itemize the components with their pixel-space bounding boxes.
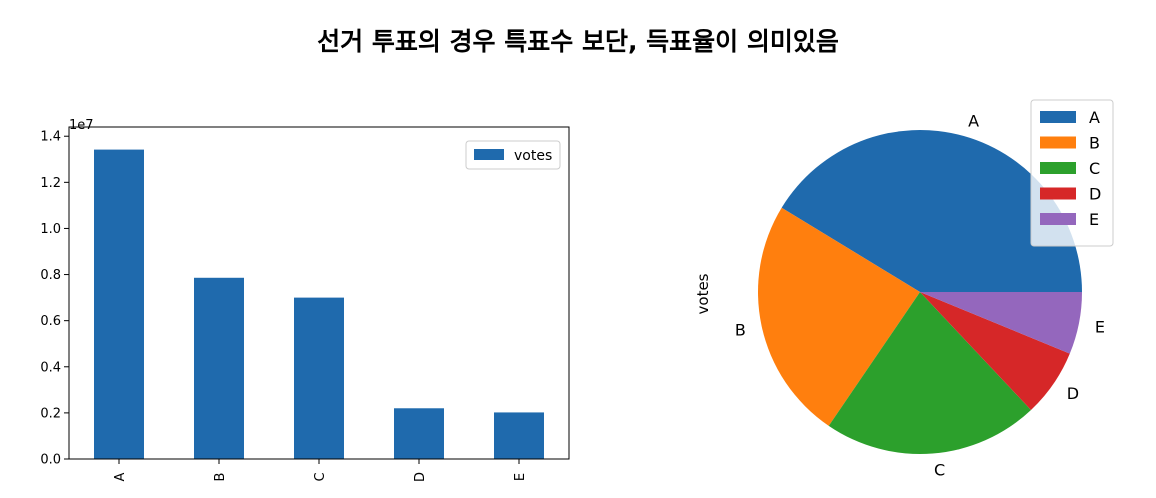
legend-swatch-e	[1040, 213, 1076, 225]
legend-label-b: B	[1089, 134, 1100, 153]
legend-label-c: C	[1089, 159, 1100, 178]
bar-e	[494, 412, 544, 459]
legend-swatch-d	[1040, 187, 1076, 200]
legend-swatch-a	[1040, 111, 1076, 123]
y-offset-label: 1e7	[69, 118, 94, 133]
pie-slice-d	[920, 292, 1070, 410]
pie-label-b: B	[735, 321, 746, 340]
legend-swatch-votes	[474, 149, 504, 160]
legend-label-votes: votes	[514, 148, 552, 164]
bar-b	[194, 277, 244, 459]
x-tick-label-d: D	[413, 472, 428, 482]
y-tick-label: 1.4	[40, 130, 61, 145]
pie-label-c: C	[934, 461, 945, 480]
pie-ylabel: votes	[694, 273, 712, 314]
pie-label-d: D	[1067, 384, 1079, 403]
y-tick-label: 0.2	[40, 406, 61, 421]
y-tick-label: 0.8	[40, 268, 61, 283]
bar-c	[294, 297, 344, 459]
pie-slice-e	[920, 292, 1082, 354]
y-tick-label: 0.0	[40, 453, 61, 468]
y-tick-label: 0.4	[40, 360, 61, 375]
bar-chart: 0.0 0.2 0.4 0.6 0.8 1.0 1.2 1.4 A B C D E 1e7 votes	[40, 118, 570, 482]
legend-label-d: D	[1089, 185, 1101, 204]
legend-label-a: A	[1089, 108, 1100, 127]
y-tick-label: 1.2	[40, 176, 61, 191]
pie-slice-c	[828, 292, 1032, 454]
x-tick-label-a: A	[113, 472, 128, 481]
x-tick-label-e: E	[513, 473, 528, 481]
pie-slice-b	[758, 207, 920, 426]
pie-label-a: A	[968, 111, 979, 130]
chart-title: 선거 투표의 경우 특표수 보단, 득표율이 의미있음	[317, 27, 839, 56]
y-tick-label: 0.6	[40, 314, 61, 329]
legend-swatch-b	[1040, 136, 1076, 149]
x-tick-label-c: C	[313, 472, 328, 481]
x-tick-label-b: B	[213, 473, 228, 482]
legend-label-e: E	[1089, 210, 1099, 229]
legend-swatch-c	[1040, 162, 1076, 174]
pie-label-e: E	[1095, 318, 1105, 337]
bar-d	[394, 408, 444, 459]
y-tick-label: 1.0	[40, 222, 61, 237]
pie-slice-a	[781, 130, 1082, 292]
bar-a	[94, 149, 144, 459]
bar-legend: votes	[465, 140, 561, 170]
